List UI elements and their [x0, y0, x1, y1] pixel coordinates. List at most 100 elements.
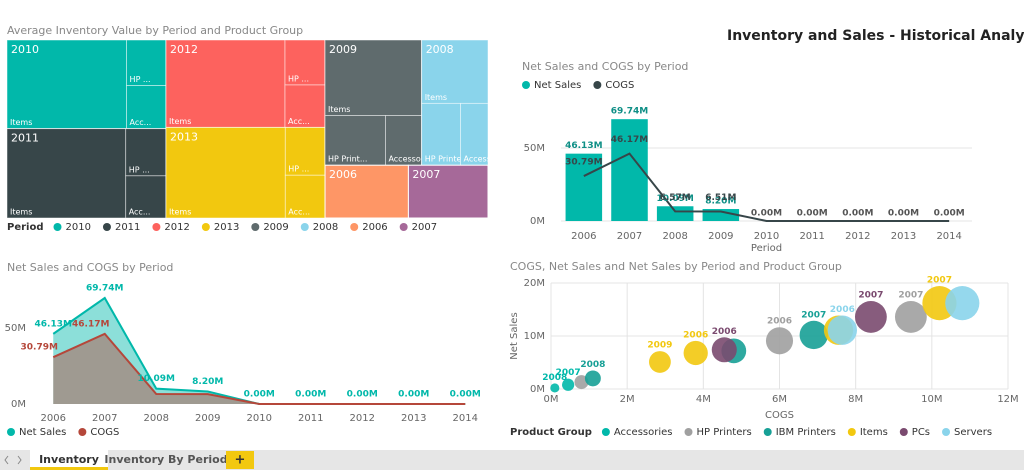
bar — [702, 209, 740, 221]
x-tick-label: 2007 — [92, 413, 117, 424]
tab-scroll-arrows[interactable] — [4, 455, 22, 465]
legend-marker — [899, 428, 908, 436]
legend-marker — [601, 428, 610, 436]
bubble-label: 2006 — [712, 327, 737, 337]
bubble-label: 2008 — [542, 373, 567, 383]
bubble-label: 2007 — [801, 310, 826, 320]
bubble — [683, 340, 708, 366]
tab-bar: Inventory Inventory By Period + — [0, 450, 1024, 470]
tile-label: 2010 — [11, 43, 39, 56]
x-tick-label: 10M — [921, 394, 942, 405]
legend-marker — [53, 223, 62, 231]
legend-label: COGS — [605, 80, 634, 91]
data-label: 0.00M — [244, 390, 275, 400]
data-label: 46.13M — [35, 319, 72, 329]
subtile-label: Items — [169, 117, 191, 126]
data-label: 0.00M — [888, 209, 919, 219]
area — [53, 333, 466, 404]
chart-title: Net Sales and COGS by Period — [522, 60, 688, 73]
data-label: 0.00M — [797, 209, 828, 219]
bubble — [550, 383, 560, 393]
tab-label[interactable]: Inventory By Period — [104, 453, 227, 466]
data-label: 0.00M — [347, 390, 378, 400]
data-label: 69.74M — [611, 107, 648, 117]
x-axis-title: COGS — [765, 410, 794, 421]
page-title: Inventory and Sales - Historical Analysi… — [727, 28, 1024, 44]
data-label: 8.20M — [192, 377, 223, 387]
line — [583, 152, 950, 222]
tile-label: 2011 — [11, 132, 39, 145]
bubble-label: 2007 — [898, 291, 923, 301]
subtile-label: Items — [425, 93, 447, 102]
data-label: 0.00M — [934, 209, 965, 219]
y-tick-label: 0M — [530, 216, 545, 227]
subtile-label: HP Print... — [328, 155, 367, 164]
x-tick-label: 8M — [848, 394, 863, 405]
subtile-label: Acc... — [130, 118, 152, 127]
bubble — [894, 301, 927, 333]
x-tick-label: 2013 — [401, 413, 426, 424]
x-axis-title: Period — [751, 243, 782, 254]
subtile-label: HP ... — [129, 165, 150, 174]
subtile-label: HP ... — [130, 75, 151, 84]
data-label: 69.74M — [86, 283, 123, 293]
x-tick-label: 2011 — [799, 231, 824, 242]
x-tick-label: 4M — [696, 394, 711, 405]
tile-label: 2009 — [329, 43, 357, 56]
treemap-subtile — [125, 128, 167, 177]
tab-active-marker — [30, 467, 108, 470]
treemap-subtile — [324, 115, 386, 166]
treemap-subtile — [284, 39, 326, 86]
tile-label: 2008 — [426, 43, 454, 56]
bubble-label: 2007 — [556, 368, 581, 378]
legend-label: Accessories — [614, 427, 673, 438]
legend-label: 2011 — [115, 222, 140, 233]
subtile-label: HP Printers — [425, 155, 469, 164]
subtile-label: Items — [169, 208, 191, 217]
x-tick-label: 2014 — [936, 231, 961, 242]
legend-label: 2010 — [66, 222, 91, 233]
area — [53, 297, 466, 404]
bubble — [799, 320, 828, 350]
subtile-label: HP ... — [288, 165, 309, 174]
add-tab-button[interactable] — [226, 451, 254, 469]
area-line — [52, 332, 466, 405]
x-tick-label: 2006 — [571, 231, 596, 242]
tab[interactable] — [30, 450, 108, 470]
data-label: 0.00M — [751, 209, 782, 219]
bubble-label: 2006 — [767, 317, 792, 327]
data-label: 6.57M — [660, 193, 691, 203]
subtile-label: Accesso... — [388, 155, 428, 164]
tab-label[interactable]: Inventory — [39, 453, 99, 466]
tile-label: 2012 — [170, 43, 198, 56]
legend-label: IBM Printers — [776, 427, 836, 438]
treemap-subtile — [125, 175, 167, 219]
tile-label: 2013 — [170, 130, 198, 143]
treemap-tile — [324, 164, 409, 219]
y-tick-label: 50M — [524, 143, 545, 154]
bubble-label: 2009 — [647, 341, 672, 351]
treemap-subtile — [324, 39, 423, 116]
y-tick-label: 0M — [11, 399, 26, 410]
y-tick-label: 0M — [530, 384, 545, 395]
add-tab-label[interactable]: + — [235, 453, 246, 468]
x-tick-label: 2006 — [41, 413, 66, 424]
legend-marker — [251, 223, 260, 231]
subtile-label: Acc... — [288, 208, 310, 217]
x-tick-label: 2014 — [453, 413, 478, 424]
legend-marker — [942, 428, 951, 436]
legend-marker — [593, 81, 602, 89]
x-tick-label: 6M — [772, 394, 787, 405]
legend-label: 2012 — [164, 222, 189, 233]
legend-label: 2008 — [313, 222, 338, 233]
legend-label: PCs — [912, 427, 930, 438]
legend-marker — [399, 223, 408, 231]
data-label: 8.20M — [705, 197, 736, 207]
chart-title: Net Sales and COGS by Period — [7, 261, 173, 274]
legend-marker — [763, 428, 772, 436]
x-tick-label: 2013 — [891, 231, 916, 242]
data-label: 0.00M — [842, 209, 873, 219]
tile-label: 2007 — [412, 168, 440, 181]
data-label: 6.51M — [705, 193, 736, 203]
